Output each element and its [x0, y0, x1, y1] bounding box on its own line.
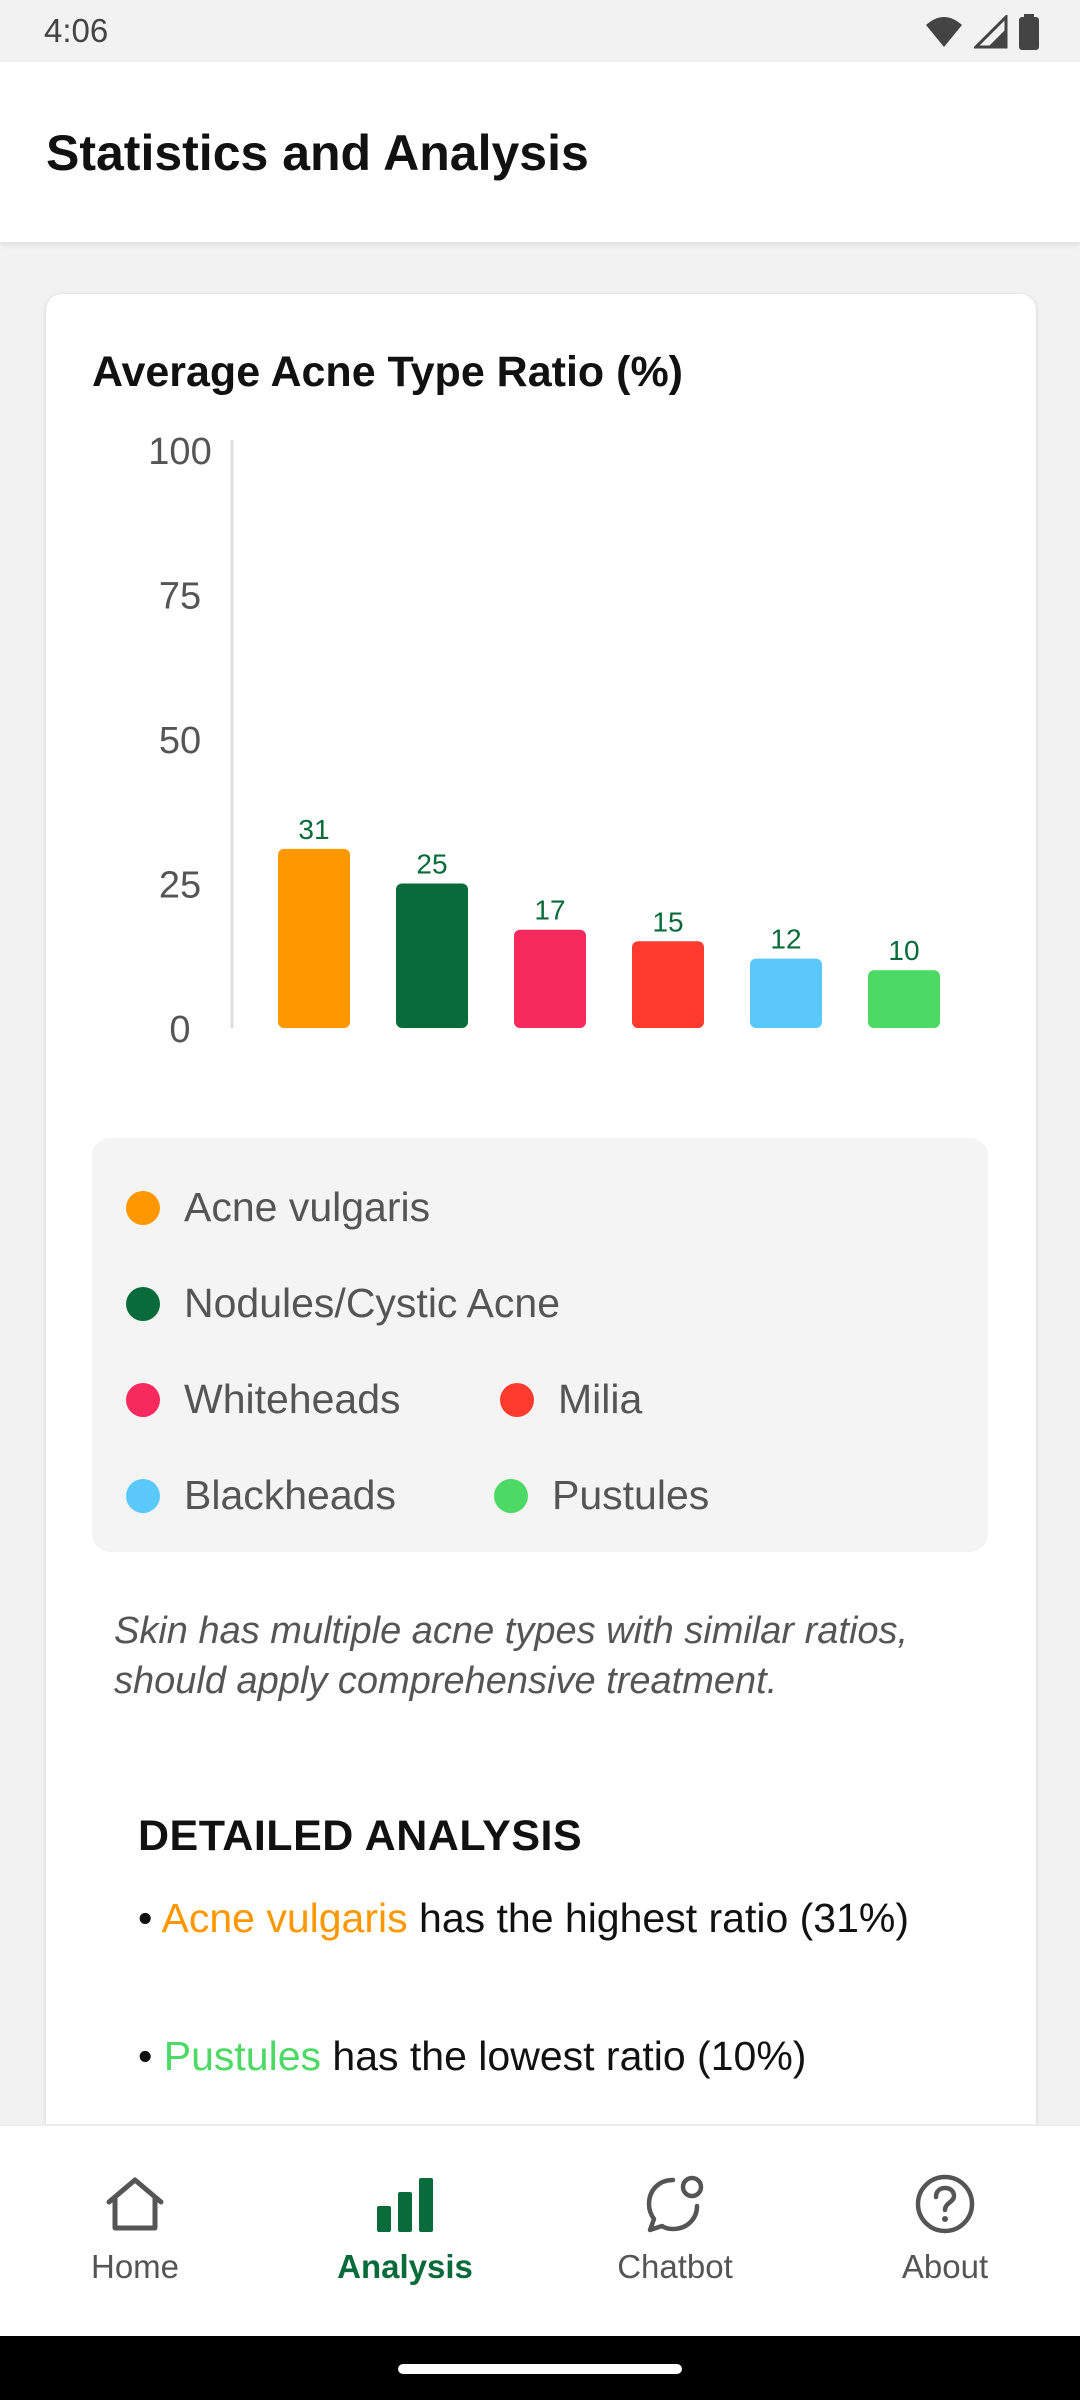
bar-nodules-cystic-acne	[396, 883, 468, 1028]
legend-dot	[126, 1286, 160, 1321]
legend-dot	[126, 1382, 160, 1417]
nav-item-chatbot[interactable]: Chatbot	[540, 2126, 810, 2338]
bar-blackheads	[750, 958, 822, 1028]
legend-dot	[126, 1478, 160, 1513]
bar-chart-svg: 0 25 50 75 100 31 25 17 15 12 10	[148, 431, 940, 1051]
signal-icon	[974, 15, 1008, 49]
status-icons	[924, 14, 1040, 50]
app-header: Statistics and Analysis	[0, 62, 1080, 244]
acne-ratio-chart: 0 25 50 75 100 31 25 17 15 12 10	[92, 424, 988, 1069]
legend-dot	[500, 1382, 534, 1417]
y-tick-label: 50	[159, 720, 201, 762]
nav-item-analysis[interactable]: Analysis	[270, 2126, 540, 2338]
bullet: •	[138, 1895, 153, 1941]
legend-label: Acne vulgaris	[184, 1184, 431, 1230]
bar-pustules	[868, 970, 940, 1028]
bar-value-label: 15	[652, 906, 683, 937]
legend-dot	[494, 1478, 528, 1513]
nav-label-home: Home	[90, 2248, 180, 2285]
highest-type-highlight: Acne vulgaris	[161, 1895, 408, 1941]
highest-type-text: has the highest ratio (31%)	[407, 1895, 910, 1941]
home-icon	[103, 2172, 167, 2236]
analysis-highest-line: • Acne vulgaris has the highest ratio (3…	[138, 1884, 958, 1952]
legend-label: Pustules	[552, 1472, 710, 1518]
legend-item-whiteheads: Whiteheads	[126, 1376, 401, 1423]
wifi-icon	[926, 17, 962, 47]
statistics-card: Average Acne Type Ratio (%) 0 25 50 75 100 31…	[46, 294, 1036, 2124]
bar-value-label: 17	[534, 895, 565, 926]
bottom-navigation: Home Analysis Chatbot Abou	[0, 2124, 1080, 2336]
legend-dot	[126, 1190, 160, 1225]
legend-item-milia: Milia	[500, 1376, 642, 1423]
nav-label-chatbot: Chatbot	[617, 2248, 733, 2285]
help-circle-icon	[914, 2172, 976, 2236]
legend-item-blackheads: Blackheads	[126, 1472, 396, 1519]
lowest-type-highlight: Pustules	[163, 2033, 322, 2079]
y-tick-label: 100	[148, 431, 211, 473]
legend-item-acne-vulgaris: Acne vulgaris	[126, 1184, 430, 1231]
gesture-handle[interactable]	[398, 2364, 682, 2374]
bar-whiteheads	[514, 929, 586, 1028]
bar-value-label: 10	[888, 935, 919, 966]
legend-label: Nodules/Cystic Acne	[184, 1280, 561, 1326]
bar-value-label: 25	[416, 849, 447, 880]
bar-value-label: 12	[770, 924, 801, 955]
chart-title: Average Acne Type Ratio (%)	[92, 348, 683, 396]
bar-milia	[632, 941, 704, 1028]
legend-label: Blackheads	[184, 1472, 396, 1518]
chart-legend: Acne vulgaris Nodules/Cystic Acne Whiteh…	[92, 1138, 988, 1552]
detailed-analysis-heading: DETAILED ANALYSIS	[138, 1812, 583, 1860]
nav-label-analysis: Analysis	[337, 2248, 473, 2285]
y-tick-label: 75	[159, 576, 201, 618]
bar-value-label: 31	[298, 814, 329, 845]
nav-item-about[interactable]: About	[810, 2126, 1080, 2338]
bullet: •	[138, 2033, 153, 2079]
analysis-lowest-line: • Pustules has the lowest ratio (10%)	[138, 2022, 958, 2090]
scroll-area[interactable]: Average Acne Type Ratio (%) 0 25 50 75 100 31…	[0, 246, 1080, 2124]
legend-label: Milia	[558, 1376, 643, 1422]
nav-item-home[interactable]: Home	[0, 2126, 270, 2338]
bar-acne-vulgaris	[278, 848, 350, 1028]
nav-label-about: About	[901, 2248, 989, 2285]
chat-bubble-icon	[643, 2172, 707, 2236]
bar-chart-icon	[375, 2172, 435, 2236]
battery-icon	[1019, 14, 1039, 50]
y-tick-label: 25	[159, 865, 201, 907]
page-title: Statistics and Analysis	[46, 125, 589, 181]
status-time: 4:06	[44, 12, 109, 49]
lowest-type-text: has the lowest ratio (10%)	[321, 2033, 807, 2079]
analysis-note: Skin has multiple acne types with simila…	[114, 1610, 909, 1702]
legend-item-nodules-cystic-acne: Nodules/Cystic Acne	[126, 1280, 560, 1327]
system-gesture-bar	[0, 2336, 1080, 2400]
legend-item-pustules: Pustules	[494, 1472, 709, 1519]
legend-label: Whiteheads	[184, 1376, 401, 1422]
status-bar: 4:06	[0, 0, 1080, 62]
y-tick-label: 0	[169, 1009, 190, 1051]
